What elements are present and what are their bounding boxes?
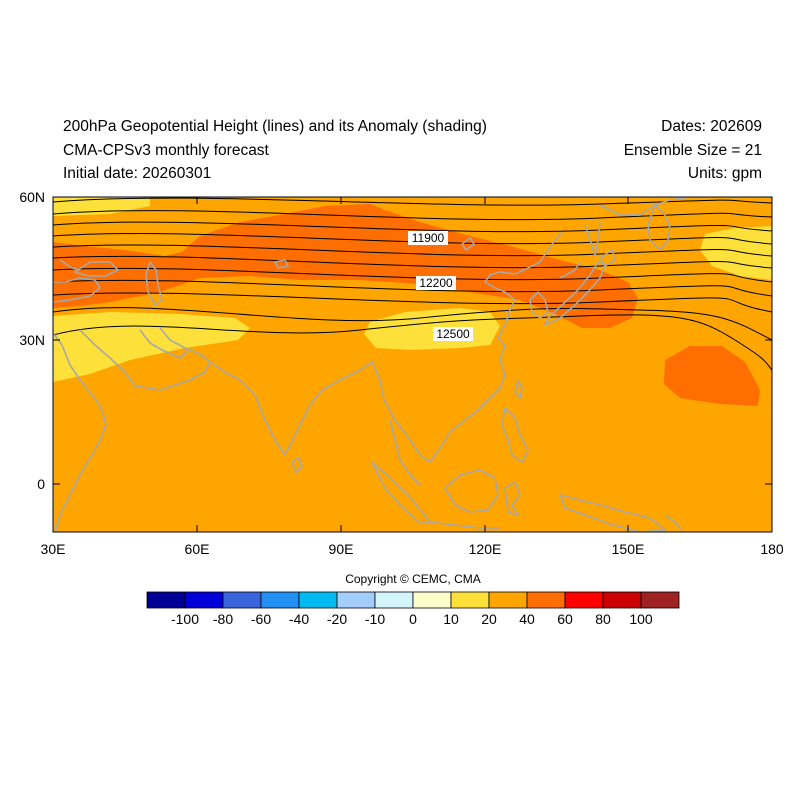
x-tick-label: 180	[760, 541, 784, 557]
coast-china-east	[484, 231, 563, 339]
contour-line	[53, 255, 772, 269]
coast-islands-pacific	[664, 514, 683, 531]
colorbar-label: 80	[595, 611, 611, 627]
ensemble-size: Ensemble Size = 21	[623, 142, 762, 159]
coast-caspian	[145, 261, 163, 306]
coast-arabia	[79, 327, 211, 391]
colorbar-label: -80	[212, 611, 234, 627]
coast-black-sea	[74, 261, 119, 277]
colorbar-swatch	[336, 591, 376, 609]
colorbar-swatch	[412, 591, 452, 609]
anomaly-shading-central-asia-orange	[53, 204, 638, 328]
contour-labels: 11900 12200 12500	[408, 231, 473, 341]
coast-sri-lanka	[291, 457, 303, 473]
contour-label: 12500	[436, 327, 470, 341]
x-tick-label: 30E	[41, 541, 66, 557]
contour-line	[53, 221, 772, 233]
x-tick-label: 90E	[329, 541, 354, 557]
colorbar-swatch	[526, 591, 566, 609]
colorbar-label: 20	[481, 611, 497, 627]
colorbar-swatch	[222, 591, 262, 609]
forecast-dates: Dates: 202609	[661, 118, 762, 135]
x-tick-label: 150E	[612, 541, 645, 557]
colorbar-swatch	[374, 591, 414, 609]
model-name: CMA-CPSv3 monthly forecast	[63, 142, 269, 159]
coast-mediterranean	[53, 277, 101, 303]
contour-label-bg	[433, 327, 473, 341]
colorbar-label: -60	[250, 611, 272, 627]
contour-line	[53, 233, 772, 245]
x-tick-label: 60E	[185, 541, 210, 557]
coast-lakes	[274, 237, 475, 269]
x-tick-label: 120E	[469, 541, 502, 557]
contour-line	[53, 292, 772, 313]
anomaly-colorbar	[146, 591, 680, 609]
colorbar-label: -10	[364, 611, 386, 627]
copyright-text: Copyright © CEMC, CMA	[345, 572, 481, 586]
units-label: Units: gpm	[687, 165, 762, 182]
map-title: 200hPa Geopotential Height (lines) and i…	[63, 118, 487, 135]
initial-date: Initial date: 20260301	[63, 165, 212, 182]
colorbar-label: 40	[519, 611, 535, 627]
coast-red-sea-africa	[53, 332, 107, 532]
coast-kamchatka	[647, 204, 671, 251]
contour-line	[53, 267, 772, 283]
coast-new-guinea	[559, 494, 666, 532]
coast-borneo	[444, 469, 499, 513]
colorbar-swatch	[640, 591, 680, 609]
colorbar-swatch	[146, 591, 186, 609]
y-tick-label: 30N	[19, 332, 45, 348]
colorbar-label: 0	[409, 611, 417, 627]
map-frame	[52, 196, 773, 533]
coast-korea	[529, 291, 549, 319]
contour-line	[53, 244, 772, 257]
contour-label-bg	[416, 276, 456, 290]
contour-line	[53, 210, 772, 221]
contour-label: 12200	[419, 276, 453, 290]
coast-persian-gulf	[139, 329, 189, 359]
colorbar-label: 10	[443, 611, 459, 627]
colorbar-label: -20	[326, 611, 348, 627]
anomaly-shading-arabia-yellow	[53, 312, 250, 382]
plot-area: 11900 12200 12500	[53, 197, 772, 532]
coast-bay-bengal-indochina	[371, 337, 506, 463]
contour-label: 11900	[412, 231, 445, 245]
coast-philippines	[501, 407, 529, 463]
anomaly-shading-pacific-orange	[664, 346, 760, 406]
colorbar-label: 100	[629, 611, 653, 627]
anomaly-shading-nw-yellow	[53, 197, 150, 216]
coast-sulawesi	[504, 481, 521, 516]
height-contours	[53, 197, 772, 371]
colorbar-label: -100	[170, 611, 200, 627]
colorbar-swatch	[298, 591, 338, 609]
axis-ticks	[52, 196, 773, 532]
colorbar-swatch	[184, 591, 224, 609]
colorbar-swatch	[564, 591, 604, 609]
contour-line	[53, 307, 772, 341]
colorbar-swatch	[450, 591, 490, 609]
y-tick-label: 0	[37, 476, 45, 492]
coast-taiwan	[514, 379, 523, 399]
coast-java	[429, 521, 500, 529]
coast-north-sea	[559, 261, 581, 279]
contour-line	[53, 197, 772, 206]
colorbar-swatch	[602, 591, 642, 609]
coast-india	[209, 361, 373, 456]
coast-malay-peninsula	[389, 419, 421, 486]
coast-japan	[544, 261, 606, 326]
contour-line	[53, 314, 772, 371]
coast-hokkaido	[599, 249, 616, 267]
y-tick-label: 60N	[19, 189, 45, 205]
contour-label-bg	[408, 231, 448, 245]
coast-sakhalin-okhotsk	[584, 197, 691, 256]
coastlines	[53, 197, 691, 532]
colorbar-swatch	[260, 591, 300, 609]
colorbar-label: 60	[557, 611, 573, 627]
coast-persian-coast	[59, 259, 81, 271]
colorbar-swatch	[488, 591, 528, 609]
tick-labels: 30E 60E 90E 120E 150E 180 60N 30N 0	[19, 189, 784, 557]
colorbar-label: -40	[288, 611, 310, 627]
contour-line	[53, 279, 772, 297]
